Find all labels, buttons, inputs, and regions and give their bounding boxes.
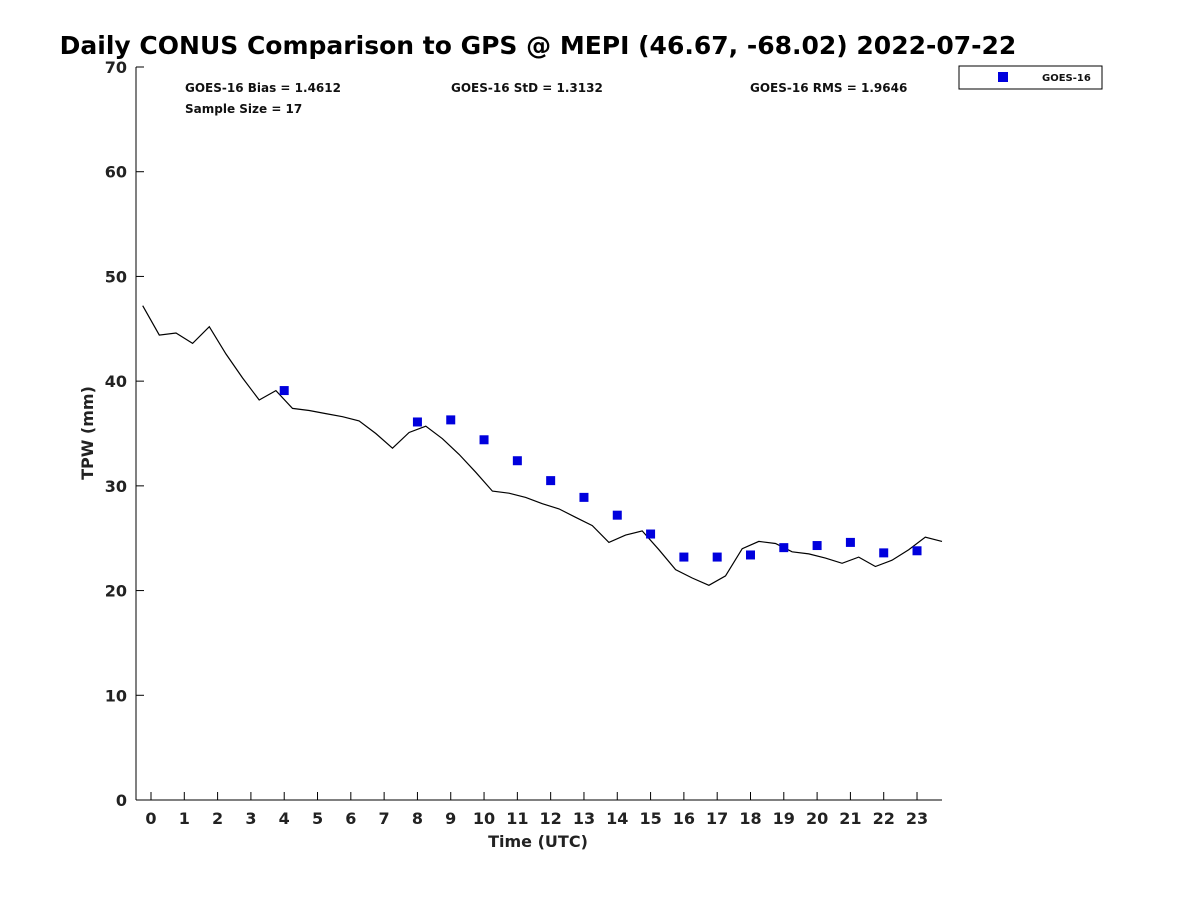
y-axis-label: TPW (mm) — [78, 386, 97, 480]
legend-box — [958, 65, 1103, 90]
goes16-point — [612, 510, 622, 520]
x-tick-label: 10 — [473, 809, 495, 828]
x-tick-label: 22 — [873, 809, 895, 828]
legend: GOES-16 — [958, 65, 1103, 90]
y-tick-label: 50 — [105, 267, 127, 286]
x-tick-label: 4 — [279, 809, 290, 828]
x-tick-label: 23 — [906, 809, 928, 828]
goes16-point — [479, 435, 489, 445]
x-tick-label: 19 — [773, 809, 795, 828]
x-tick-label: 20 — [806, 809, 828, 828]
x-tick-label: 16 — [673, 809, 695, 828]
chart-title: Daily CONUS Comparison to GPS @ MEPI (46… — [60, 31, 1017, 60]
goes16-point — [512, 456, 522, 466]
x-tick-label: 1 — [179, 809, 190, 828]
goes16-point — [446, 415, 456, 425]
goes16-point — [779, 543, 789, 553]
y-tick-label: 30 — [105, 477, 127, 496]
y-tick-label: 10 — [105, 686, 127, 705]
y-tick-label: 20 — [105, 582, 127, 601]
x-tick-label: 11 — [506, 809, 528, 828]
y-tick-label: 60 — [105, 163, 127, 182]
stat-std: GOES-16 StD = 1.3132 — [451, 81, 603, 95]
legend-marker-goes16 — [998, 72, 1008, 82]
x-tick-label: 21 — [839, 809, 861, 828]
stat-sample-size: Sample Size = 17 — [185, 102, 302, 116]
goes16-point — [879, 548, 889, 558]
goes16-point — [279, 386, 289, 396]
x-tick-label: 5 — [312, 809, 323, 828]
goes16-point — [812, 541, 822, 551]
stat-bias: GOES-16 Bias = 1.4612 — [185, 81, 341, 95]
x-tick-label: 8 — [412, 809, 423, 828]
goes16-point — [712, 552, 722, 562]
x-tick-label: 14 — [606, 809, 628, 828]
x-tick-label: 9 — [445, 809, 456, 828]
goes16-point — [845, 537, 855, 547]
x-axis-label: Time (UTC) — [488, 832, 588, 851]
x-tick-label: 13 — [573, 809, 595, 828]
x-ticks: 0 1 2 3 4 5 6 7 8 9 10 11 12 13 14 15 16 17 18 19 20 21 22 23 — [145, 792, 928, 828]
x-tick-label: 3 — [245, 809, 256, 828]
goes16-point — [412, 417, 422, 427]
y-tick-label: 70 — [105, 58, 127, 77]
x-tick-label: 0 — [145, 809, 156, 828]
goes16-point — [912, 546, 922, 556]
goes16-point — [745, 550, 755, 560]
stat-rms: GOES-16 RMS = 1.9646 — [750, 81, 907, 95]
x-tick-label: 17 — [706, 809, 728, 828]
series-layer — [142, 305, 943, 586]
x-tick-label: 2 — [212, 809, 223, 828]
goes16-point — [679, 552, 689, 562]
x-tick-label: 7 — [379, 809, 390, 828]
x-tick-label: 18 — [739, 809, 761, 828]
y-ticks: 0 10 20 30 40 50 60 70 — [105, 58, 144, 810]
goes16-point — [579, 492, 589, 502]
gps-tpw-line — [142, 305, 943, 586]
legend-label-goes16: GOES-16 — [1042, 73, 1091, 84]
y-tick-label: 40 — [105, 372, 127, 391]
goes16-point — [646, 529, 656, 539]
x-tick-label: 12 — [540, 809, 562, 828]
x-tick-label: 6 — [345, 809, 356, 828]
x-tick-label: 15 — [639, 809, 661, 828]
y-tick-label: 0 — [116, 791, 127, 810]
goes16-point — [546, 476, 556, 486]
